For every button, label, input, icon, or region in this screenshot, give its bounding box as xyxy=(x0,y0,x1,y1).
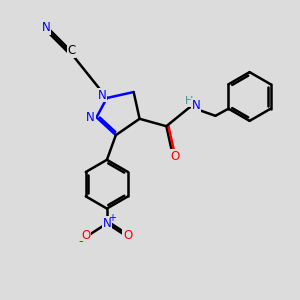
Text: H: H xyxy=(184,96,193,106)
Text: N: N xyxy=(103,217,111,230)
Text: C: C xyxy=(67,44,75,57)
Text: N: N xyxy=(86,111,95,124)
Text: O: O xyxy=(82,230,91,242)
Text: +: + xyxy=(108,213,116,223)
Text: N: N xyxy=(98,88,107,101)
Text: O: O xyxy=(123,230,132,242)
Text: N: N xyxy=(192,99,200,112)
Text: O: O xyxy=(171,150,180,163)
Text: -: - xyxy=(79,235,83,248)
Text: N: N xyxy=(42,21,50,34)
